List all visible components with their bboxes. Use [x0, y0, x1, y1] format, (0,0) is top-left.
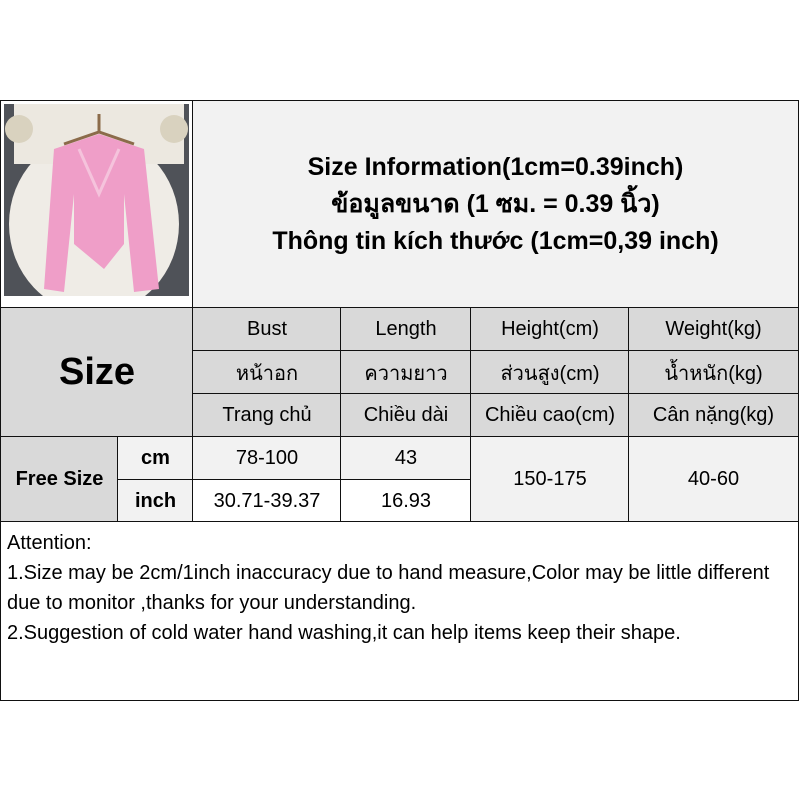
attention-notes: Attention: 1.Size may be 2cm/1inch inacc… — [0, 521, 799, 701]
product-photo — [4, 104, 189, 296]
attention-heading: Attention: — [7, 532, 92, 554]
col-length-th: ความยาว — [340, 350, 472, 395]
length-inch: 16.93 — [340, 479, 472, 523]
bust-inch: 30.71-39.37 — [192, 479, 342, 523]
col-height-vi: Chiều cao(cm) — [470, 393, 630, 438]
col-length-vi: Chiều dài — [340, 393, 472, 438]
size-free: Free Size — [0, 436, 119, 523]
unit-cm: cm — [117, 436, 194, 481]
col-bust-vi: Trang chủ — [192, 393, 342, 438]
col-bust-th: หน้าอก — [192, 350, 342, 395]
height-range: 150-175 — [470, 436, 630, 523]
col-bust-en: Bust — [192, 307, 342, 352]
col-weight-en: Weight(kg) — [628, 307, 799, 352]
length-cm: 43 — [340, 436, 472, 481]
col-height-th: ส่วนสูง(cm) — [470, 350, 630, 395]
weight-range: 40-60 — [628, 436, 799, 523]
title-vi: Thông tin kích thước (1cm=0,39 inch) — [272, 227, 719, 255]
col-height-en: Height(cm) — [470, 307, 630, 352]
attention-line-2: 2.Suggestion of cold water hand washing,… — [7, 622, 681, 644]
size-header: Size — [0, 307, 194, 438]
col-length-en: Length — [340, 307, 472, 352]
title-th: ข้อมูลขนาด (1 ซม. = 0.39 นิ้ว) — [331, 190, 660, 218]
col-weight-th: น้ำหนัก(kg) — [628, 350, 799, 395]
title-cell: Size Information(1cm=0.39inch) ข้อมูลขนา… — [192, 100, 799, 309]
col-weight-vi: Cân nặng(kg) — [628, 393, 799, 438]
bust-cm: 78-100 — [192, 436, 342, 481]
title-en: Size Information(1cm=0.39inch) — [307, 153, 684, 181]
unit-inch: inch — [117, 479, 194, 523]
attention-line-1: 1.Size may be 2cm/1inch inaccuracy due t… — [7, 562, 770, 614]
